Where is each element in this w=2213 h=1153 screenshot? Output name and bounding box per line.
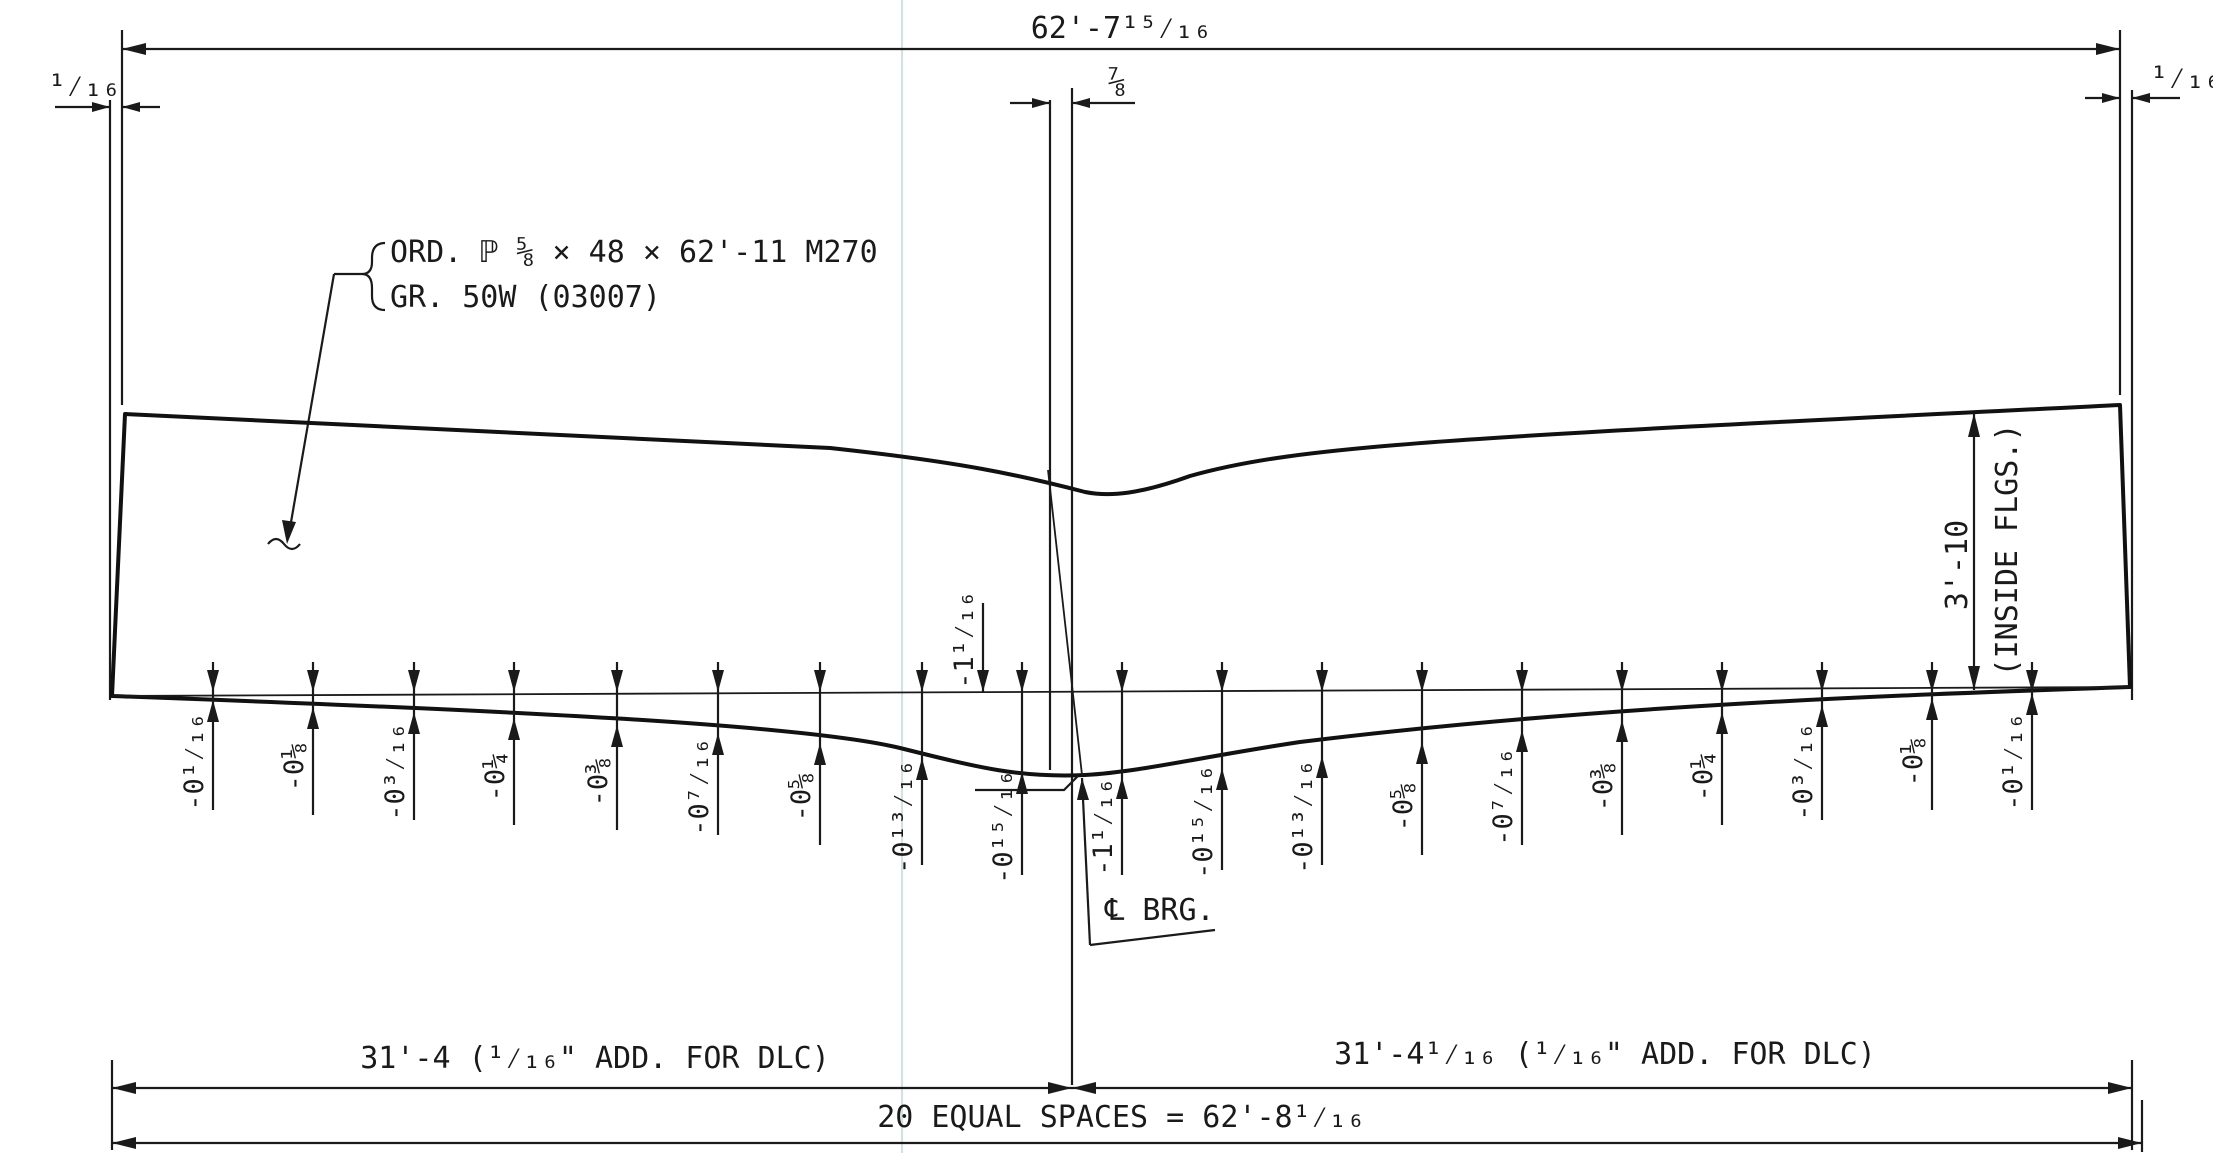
half-length-dimensions: 31'-4 (¹⁄₁₆" ADD. FOR DLC) 31'-4¹⁄₁₆ (¹⁄… [110,1037,2134,1150]
camber-label-left-3: -0¼ [480,753,511,802]
total-spaces-dimension: 20 EQUAL SPACES = 62'-8¹⁄₁₆ [112,1100,2144,1152]
left-end-offset-label: ¹⁄₁₆ [48,69,120,104]
right-half-dim-label: 31'-4¹⁄₁₆ (¹⁄₁₆" ADD. FOR DLC) [1334,1037,1876,1072]
station-arrow-bottom-left-4 [611,725,623,747]
station-arrow-top-left-6 [814,670,826,692]
camber-label-right-1: -0¹³⁄₁₆ [1288,760,1319,874]
station-arrow-top-left-3 [508,670,520,692]
camber-label-left-5: -0⁷⁄₁₆ [684,738,715,835]
station-arrow-top-left-8 [1016,670,1028,692]
station-arrow-bottom-left-3 [508,718,520,740]
station-arrow-bottom-right-3 [1516,730,1528,752]
camber-label-right-0: -0¹⁵⁄₁₆ [1188,765,1219,879]
peak-camber-above-label: -1¹⁄₁₆ [949,591,980,688]
web-depth-dimension: 3'-10 (INSIDE FLGS.) [1940,413,2025,690]
station-arrow-top-left-2 [408,670,420,692]
station-arrow-bottom-center-0 [1116,777,1128,799]
station-arrow-bottom-right-0 [1216,768,1228,790]
station-arrow-top-left-1 [307,670,319,692]
station-arrow-top-right-3 [1516,670,1528,692]
station-arrow-bottom-right-6 [1816,705,1828,727]
right-end-offset-label: ¹⁄₁₆ [2150,61,2213,96]
camber-label-right-6: -0³⁄₁₆ [1788,723,1819,820]
station-arrow-top-right-7 [1926,670,1938,692]
camber-label-right-4: -0⅜ [1588,763,1619,812]
plate-callout-line1: ORD. ℙ ⅝ × 48 × 62'-11 M270 [390,235,878,270]
camber-label-left-1: -0⅛ [279,743,310,792]
station-arrow-bottom-right-5 [1716,712,1728,734]
bearing-offset-label: ⅞ [1108,65,1126,100]
camber-label-right-5: -0¼ [1688,753,1719,802]
station-arrow-bottom-right-1 [1316,756,1328,778]
camber-label-left-4: -0⅜ [583,758,614,807]
station-arrow-top-left-4 [611,670,623,692]
plate-callout-line2: GR. 50W (03007) [390,280,661,315]
station-arrow-bottom-left-7 [916,758,928,780]
station-arrow-bottom-right-4 [1616,720,1628,742]
bearing-offset-dimension: ⅞ [1010,65,1135,1085]
station-arrow-top-left-5 [712,670,724,692]
peak-leader-line [975,775,1079,792]
station-arrow-top-right-0 [1216,670,1228,692]
station-arrow-bottom-right-7 [1926,698,1938,720]
left-end-offset-dimension: ¹⁄₁₆ [48,69,160,700]
camber-label-left-0: -0¹⁄₁₆ [179,713,210,810]
camber-label-left-8: -0¹⁵⁄₁₆ [988,770,1019,884]
station-arrow-bottom-right-8 [2026,693,2038,715]
camber-label-right-2: -0⅝ [1388,783,1419,832]
station-arrow-bottom-left-6 [814,743,826,765]
station-arrow-top-center-0 [1116,670,1128,692]
camber-label-left-7: -0¹³⁄₁₆ [888,760,919,874]
station-arrow-top-right-4 [1616,670,1628,692]
station-arrow-bottom-left-2 [408,712,420,734]
camber-label-right-3: -0⁷⁄₁₆ [1488,748,1519,845]
station-arrow-top-right-1 [1316,670,1328,692]
station-arrow-bottom-left-5 [712,733,724,755]
station-arrow-bottom-left-0 [207,700,219,722]
peak-camber-above: -1¹⁄₁₆ [949,591,989,692]
plate-callout: ORD. ℙ ⅝ × 48 × 62'-11 M270 GR. 50W (030… [267,235,878,551]
total-spaces-label: 20 EQUAL SPACES = 62'-8¹⁄₁₆ [877,1100,1365,1135]
station-arrow-bottom-left-8 [1016,772,1028,794]
bearing-label-group: ℄ BRG. [1077,777,1216,947]
station-arrow-top-right-2 [1416,670,1428,692]
station-arrow-bottom-right-2 [1416,742,1428,764]
bearing-label: ℄ BRG. [1104,893,1215,928]
web-depth-note: (INSIDE FLGS.) [1990,424,2025,677]
station-arrow-top-right-6 [1816,670,1828,692]
bearing-slant-line [1047,469,1083,776]
camber-label-right-7: -0⅛ [1898,738,1929,787]
left-half-dim-label: 31'-4 (¹⁄₁₆" ADD. FOR DLC) [360,1041,830,1076]
camber-label-left-6: -0⅝ [786,773,817,822]
station-arrow-top-left-0 [207,670,219,692]
overall-length-label: 62'-7¹⁵⁄₁₆ [1031,11,1212,46]
station-arrow-top-right-8 [2026,670,2038,692]
camber-label-left-2: -0³⁄₁₆ [380,723,411,820]
station-arrow-top-left-7 [916,670,928,692]
station-arrow-bottom-left-1 [307,707,319,729]
girder-web-outline [110,403,2132,778]
overall-length-dimension: 62'-7¹⁵⁄₁₆ [120,11,2122,405]
web-depth-label: 3'-10 [1940,520,1975,610]
camber-label-center-0: -1¹⁄₁₆ [1088,778,1119,875]
right-end-offset-dimension: ¹⁄₁₆ [2085,61,2213,700]
station-arrow-top-right-5 [1716,670,1728,692]
camber-label-right-8: -0¹⁄₁₆ [1998,713,2029,810]
camber-stations: -0¹⁄₁₆ -0⅛ -0³⁄₁₆ -0¼ -0⅜ -0⁷⁄₁₆ -0⅝ -0¹³⁄₁₆ -0¹… [179,662,2038,884]
